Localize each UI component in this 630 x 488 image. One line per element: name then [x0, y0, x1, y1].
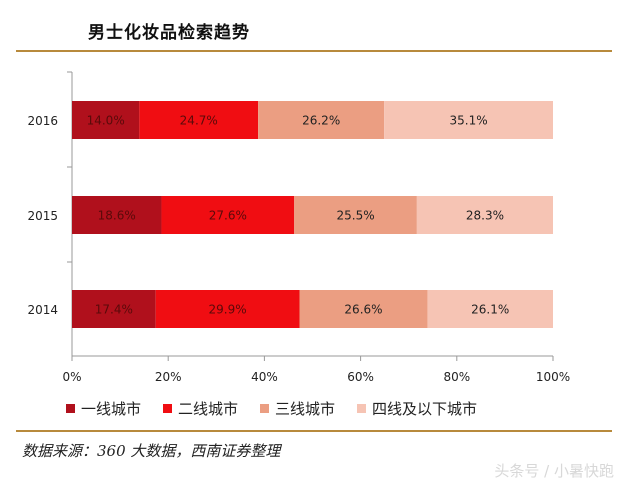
bar-segment: [258, 101, 385, 139]
y-category-label: 2015: [27, 209, 58, 223]
data-label: 29.9%: [209, 303, 247, 317]
data-label: 26.6%: [344, 303, 382, 317]
legend-swatch: [66, 403, 75, 413]
bottom-divider: [16, 430, 612, 432]
data-label: 24.7%: [180, 114, 218, 128]
y-category-label: 2014: [27, 303, 58, 317]
data-label: 25.5%: [336, 209, 374, 223]
bar-segment: [72, 290, 156, 328]
data-label: 26.2%: [302, 114, 340, 128]
legend-label: 一线城市: [81, 399, 142, 418]
legend-swatch: [260, 403, 270, 413]
x-tick-label: 0%: [62, 370, 81, 384]
legend-label: 四线及以下城市: [372, 399, 478, 418]
data-label: 17.4%: [95, 303, 133, 317]
data-label: 28.3%: [466, 209, 504, 223]
x-tick-label: 20%: [155, 370, 182, 384]
watermark: 头条号 / 小暑快跑: [494, 462, 614, 480]
bar-segment: [416, 196, 553, 234]
chart-title: 男士化妆品检索趋势: [88, 23, 250, 43]
legend-item: 三线城市: [260, 398, 335, 419]
data-label: 35.1%: [450, 114, 488, 128]
stacked-bar-chart: 0% 20% 40% 60% 80% 100% 2016 14.0% 24.7% 26.2% 35.…: [27, 71, 570, 384]
bar-segment: [294, 196, 417, 234]
bar-segment: [384, 101, 553, 139]
data-label: 14.0%: [87, 114, 125, 128]
bar-segment: [72, 101, 140, 139]
data-label: 18.6%: [98, 209, 136, 223]
legend-swatch: [163, 403, 173, 413]
y-category-label: 2016: [27, 114, 58, 128]
data-label: 26.1%: [471, 303, 509, 317]
x-tick-label: 80%: [443, 370, 470, 384]
bar-segment: [155, 290, 300, 328]
bar-segment: [139, 101, 259, 139]
chart-legend: 一线城市 二线城市 三线城市 四线及以下城市: [66, 398, 499, 418]
data-label: 27.6%: [209, 209, 247, 223]
legend-item: 一线城市: [66, 398, 141, 419]
x-tick-label: 40%: [251, 370, 278, 384]
bar-segment: [161, 196, 295, 234]
top-divider: [16, 50, 612, 52]
bar-segment: [427, 290, 553, 328]
bar-segment: [72, 196, 162, 234]
legend-item: 四线及以下城市: [357, 398, 477, 419]
data-source-note: 数据来源：360 大数据，西南证券整理: [22, 442, 281, 460]
x-tick-label: 100%: [536, 370, 570, 384]
legend-item: 二线城市: [163, 398, 238, 419]
x-tick-label: 60%: [347, 370, 374, 384]
legend-label: 三线城市: [275, 399, 336, 418]
legend-swatch: [357, 403, 367, 413]
legend-label: 二线城市: [178, 399, 239, 418]
bar-segment: [299, 290, 428, 328]
